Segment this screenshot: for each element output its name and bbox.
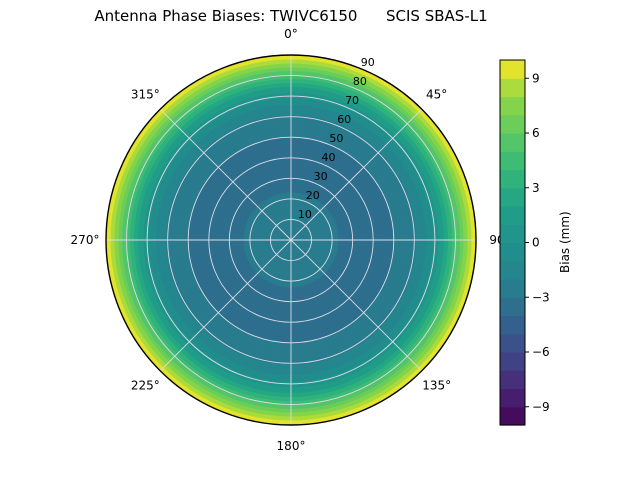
colorbar-tick-label: 9 xyxy=(532,71,540,85)
r-tick-labels: 10 20 30 40 50 60 70 80 90 xyxy=(298,56,375,221)
colorbar-ticks: 9 6 3 0 −3 −6 −9 xyxy=(525,71,550,414)
theta-tick-label: 135° xyxy=(422,379,451,393)
r-tick-label: 90 xyxy=(361,56,375,69)
r-tick-label: 70 xyxy=(345,94,359,107)
colorbar-tick-label: 0 xyxy=(532,236,540,250)
r-tick-label: 60 xyxy=(337,113,351,126)
r-tick-label: 50 xyxy=(329,132,343,145)
polar-outline xyxy=(105,54,477,426)
theta-tick-label: 315° xyxy=(131,87,160,101)
colorbar-tick-label: 6 xyxy=(532,126,540,140)
theta-tick-label: 225° xyxy=(131,379,160,393)
r-tick-label: 30 xyxy=(314,170,328,183)
colorbar: 9 6 3 0 −3 −6 −9 xyxy=(499,59,550,426)
theta-tick-label: 0° xyxy=(284,27,298,41)
r-tick-label: 20 xyxy=(306,189,320,202)
colorbar-axis-label: Bias (mm) xyxy=(558,211,572,274)
r-tick-label: 10 xyxy=(298,208,312,221)
r-tick-label: 40 xyxy=(321,151,335,164)
theta-tick-label: 180° xyxy=(277,439,306,453)
polar-grid xyxy=(106,55,476,425)
theta-tick-labels: 0° 45° 90 135° 180° 225° 270° 315° xyxy=(71,27,505,453)
colorbar-tick-label: −9 xyxy=(532,400,550,414)
colorbar-tick-label: 3 xyxy=(532,181,540,195)
theta-tick-label: 270° xyxy=(71,233,100,247)
colorbar-tick-label: −6 xyxy=(532,345,550,359)
colorbar-tick-label: −3 xyxy=(532,290,550,304)
theta-tick-label: 45° xyxy=(426,87,447,101)
plot-title: Antenna Phase Biases: TWIVC6150 SCIS SBA… xyxy=(94,7,488,25)
r-tick-label: 80 xyxy=(353,75,367,88)
